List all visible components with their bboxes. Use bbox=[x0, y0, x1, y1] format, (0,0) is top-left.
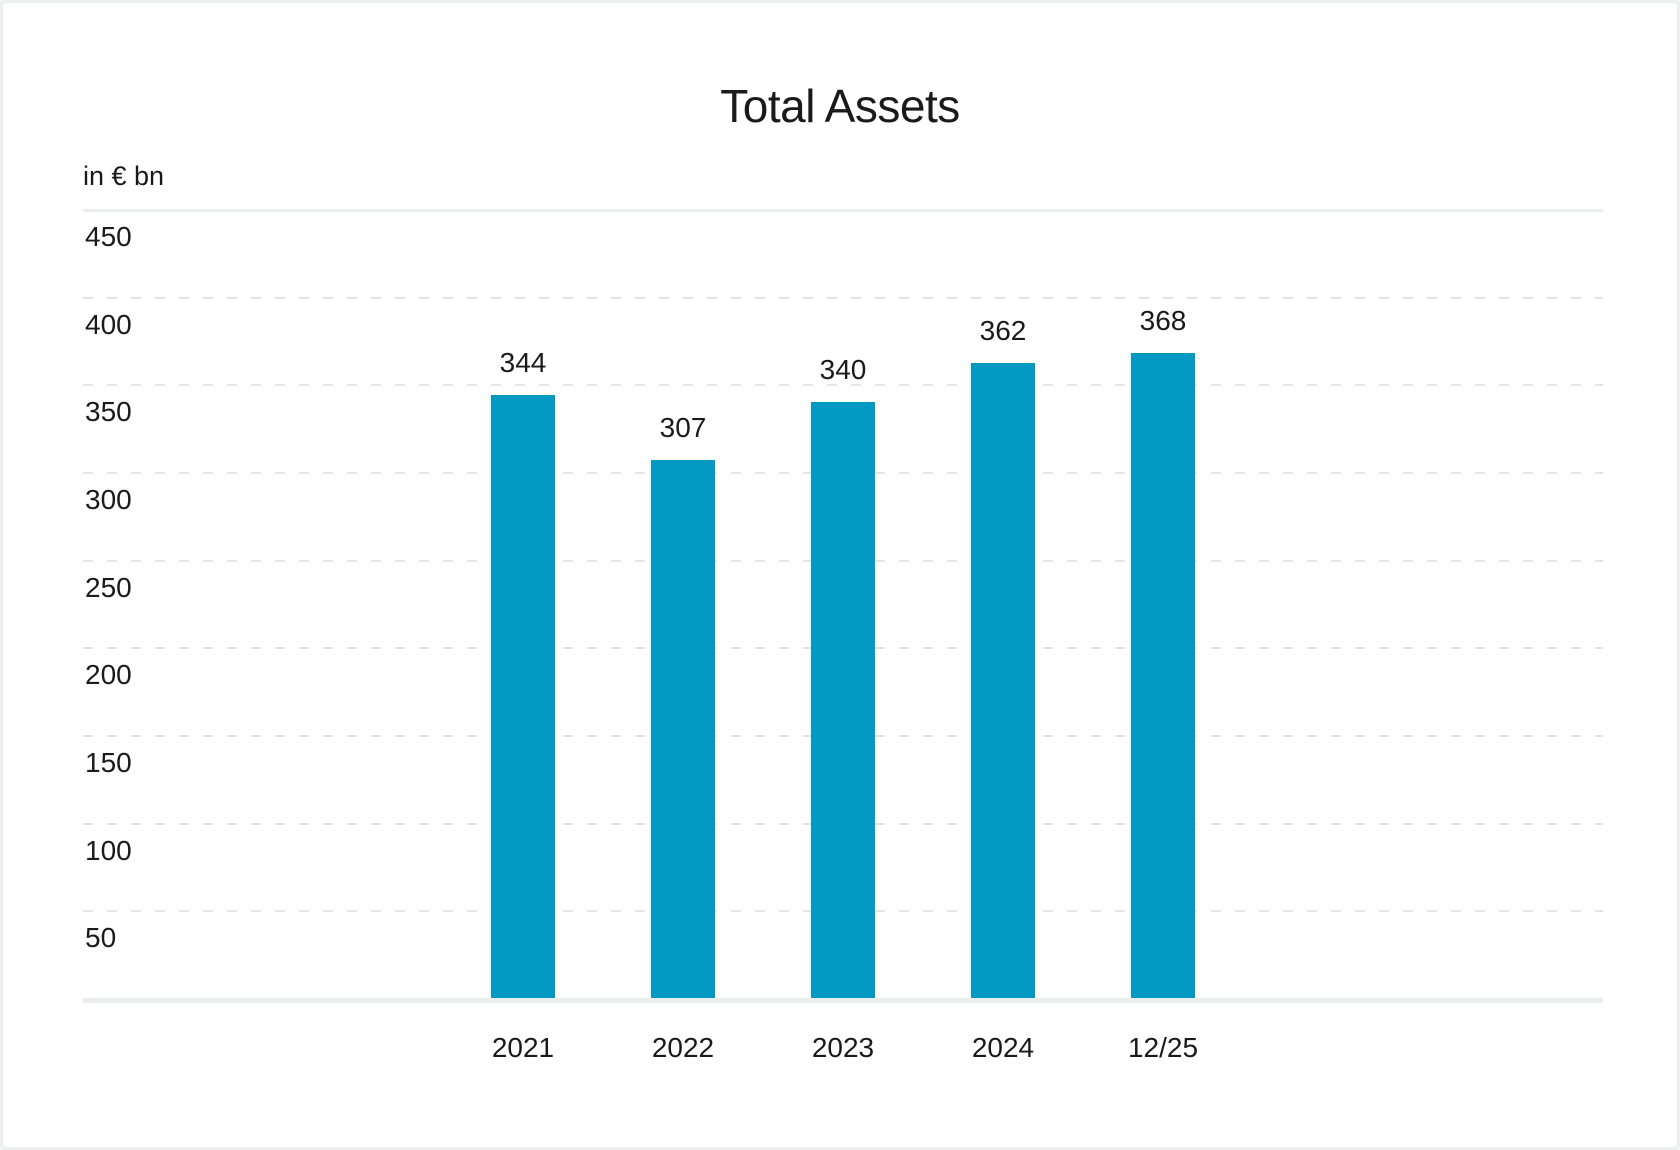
x-tick-label-2022: 2022 bbox=[651, 1032, 715, 1063]
bar-value-label-2023: 340 bbox=[819, 354, 867, 385]
bar-2021 bbox=[491, 395, 555, 998]
x-axis-baseline bbox=[83, 998, 1603, 1003]
y-tick-label-250: 250 bbox=[85, 571, 132, 603]
y-tick-label-350: 350 bbox=[85, 396, 132, 428]
x-tick-label-2024: 2024 bbox=[971, 1032, 1035, 1063]
y-gridline-400 bbox=[83, 296, 1603, 299]
bar-2022 bbox=[651, 460, 715, 998]
bar-12/25 bbox=[1131, 353, 1195, 998]
bar-value-label-2021: 344 bbox=[499, 347, 547, 378]
x-tick-label-2023: 2023 bbox=[811, 1032, 875, 1063]
bar-value-label-2022: 307 bbox=[659, 412, 707, 443]
y-tick-label-450: 450 bbox=[85, 221, 132, 252]
chart-title: Total Assets bbox=[720, 80, 960, 132]
y-tick-label-50: 50 bbox=[85, 922, 117, 954]
bar-2024 bbox=[971, 363, 1035, 998]
bar-2023 bbox=[811, 402, 875, 998]
y-tick-label-300: 300 bbox=[85, 484, 132, 515]
y-gridline-350 bbox=[83, 384, 1603, 387]
bar-value-label-12/25: 368 bbox=[1139, 305, 1187, 336]
y-gridline-450 bbox=[83, 209, 1603, 212]
y-tick-label-100: 100 bbox=[85, 834, 132, 866]
plot-area: 450 400 350 300 250 200 150 100 50 344 2021 307 2022… bbox=[83, 209, 1603, 1062]
y-axis-unit-label: in € bn bbox=[83, 161, 165, 191]
y-tick-label-150: 150 bbox=[85, 747, 132, 778]
bar-value-label-2024: 362 bbox=[979, 315, 1027, 346]
y-tick-label-200: 200 bbox=[85, 659, 132, 691]
x-tick-label-12/25: 12/25 bbox=[1127, 1032, 1199, 1063]
y-tick-label-400: 400 bbox=[85, 308, 132, 340]
x-tick-label-2021: 2021 bbox=[491, 1032, 555, 1063]
